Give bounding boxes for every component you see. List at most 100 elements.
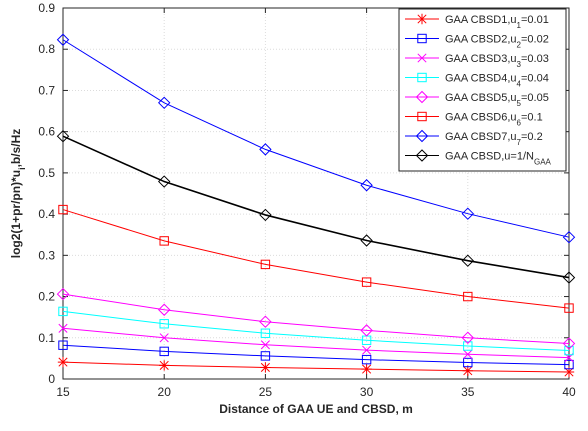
legend-box [398, 8, 567, 172]
legend-label-subscript: 5 [517, 99, 522, 108]
data-point [461, 331, 475, 344]
data-point [463, 341, 473, 351]
legend-marker [417, 111, 427, 122]
y-axis-label: log2(1+pr/pn)*ui,b/s/Hz [9, 129, 27, 259]
data-point [360, 234, 373, 247]
legend-label-main: GAA CBSD1,u [445, 14, 517, 26]
legend-label-tail: =0.02 [521, 34, 549, 46]
data-point [159, 236, 169, 246]
data-point [260, 340, 270, 350]
x-tick-label: 35 [461, 385, 475, 399]
x-tick-label: 40 [562, 385, 576, 399]
data-point [58, 323, 68, 333]
y-axis-label-main: log2(1+pr/pn)*u [9, 170, 23, 258]
data-point [159, 360, 170, 371]
data-point [157, 175, 171, 188]
data-point [157, 96, 171, 110]
data-point [259, 315, 272, 328]
data-point [56, 33, 70, 46]
series-line [62, 310, 570, 352]
legend-label-tail: =0.1 [521, 112, 543, 124]
legend-label-main: GAA CBSD6,u [445, 112, 517, 124]
y-tick-label: 0 [48, 372, 55, 386]
series-7 [56, 33, 576, 244]
legend-label: GAA CBSD,u=1/NGAA [445, 151, 552, 167]
series-line [62, 293, 570, 345]
legend-label-subscript: 7 [517, 138, 522, 147]
legend-marker [417, 33, 427, 44]
legend-label-subscript: 1 [517, 21, 522, 30]
data-point [159, 346, 169, 357]
legend-marker [415, 90, 429, 104]
y-tick-label: 0.1 [38, 331, 55, 345]
axes-box [62, 7, 570, 380]
data-point [57, 356, 69, 368]
data-point [361, 363, 372, 375]
data-point [157, 303, 171, 316]
legend-item: GAA CBSD2,u2=0.02 [405, 33, 549, 49]
data-point [260, 362, 271, 373]
legend-item: GAA CBSD7,u7=0.2 [405, 129, 543, 147]
data-point [361, 354, 372, 365]
data-point [463, 357, 473, 368]
x-axis-label: Distance of GAA UE and CBSD, m [219, 402, 413, 416]
data-point [58, 306, 68, 317]
series-4 [58, 306, 574, 356]
series-line [62, 327, 570, 359]
legend-label-subscript: 4 [517, 79, 522, 88]
legend-item: GAA CBSD4,u4=0.04 [405, 72, 549, 89]
y-tick-label: 0.4 [38, 207, 55, 221]
legend-item: GAA CBSD6,u6=0.1 [405, 111, 543, 127]
legend-label-tail: =0.04 [521, 73, 549, 85]
legend-marker [415, 149, 429, 162]
legend-label: GAA CBSD7,u7=0.2 [445, 131, 543, 147]
x-tick-label: 25 [259, 385, 273, 399]
legend-label-subscript: 6 [517, 118, 522, 127]
legend-label-main: GAA CBSD,u=1/N [445, 151, 534, 163]
legend-item: GAA CBSD1,u1=0.01 [405, 13, 549, 30]
x-tick-label: 15 [56, 385, 70, 399]
series-line [62, 135, 570, 279]
legend-label-tail: =0.03 [521, 53, 549, 65]
data-point [362, 345, 372, 355]
data-point [58, 340, 68, 350]
legend-label-subscript: 2 [517, 40, 522, 49]
y-tick-label: 0.6 [38, 125, 55, 139]
y-tick-label: 0.8 [38, 42, 55, 56]
data-point [159, 333, 169, 343]
legend-item: GAA CBSD5,u5=0.05 [405, 90, 549, 108]
data-point [461, 207, 475, 220]
legend-label-main: GAA CBSD2,u [445, 34, 517, 46]
data-point [58, 204, 68, 215]
data-point [159, 319, 169, 329]
series-6 [58, 204, 574, 313]
legend-label-subscript: GAA [534, 157, 552, 166]
data-point [562, 337, 576, 350]
series-8 [56, 129, 576, 284]
y-tick-label: 0.9 [38, 1, 55, 15]
data-point [260, 351, 271, 361]
data-point [463, 349, 473, 359]
data-point [562, 230, 576, 244]
y-axis-label-subscript: i [17, 167, 27, 170]
data-point [259, 208, 272, 222]
y-tick-label: 0.7 [38, 83, 55, 97]
data-point [562, 271, 576, 284]
legend-label-tail: =0.2 [521, 131, 543, 143]
series-line [62, 361, 570, 373]
data-point [564, 345, 574, 356]
data-point [56, 129, 70, 143]
data-point [462, 365, 473, 376]
legend-label-tail: =0.01 [521, 14, 549, 26]
series-line [62, 344, 570, 366]
legend-item: GAA CBSD3,u3=0.03 [405, 53, 549, 69]
legend-label: GAA CBSD4,u4=0.04 [445, 73, 549, 89]
legend-label-main: GAA CBSD7,u [445, 131, 517, 143]
legend-marker [417, 72, 427, 83]
series-2 [58, 340, 574, 370]
legend-label-main: GAA CBSD3,u [445, 53, 517, 65]
data-point [56, 287, 70, 301]
data-point [259, 143, 272, 156]
